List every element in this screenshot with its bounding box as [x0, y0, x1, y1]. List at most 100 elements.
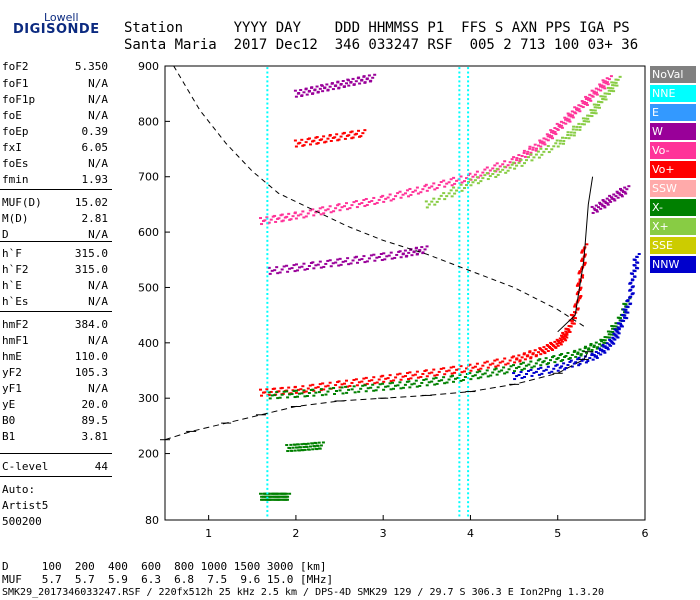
- echo-mark: [430, 380, 434, 383]
- echo-mark: [392, 387, 395, 390]
- echo-mark: [293, 449, 297, 452]
- nne-echo-mark: [458, 483, 461, 486]
- echo-mark: [427, 203, 431, 206]
- nne-echo-mark: [266, 106, 269, 109]
- echo-mark: [375, 381, 379, 384]
- echo-mark: [394, 376, 398, 379]
- echo-mark: [599, 89, 603, 92]
- echo-mark: [576, 292, 580, 294]
- echo-mark: [617, 328, 621, 331]
- echo-mark: [361, 132, 365, 135]
- echo-mark: [615, 330, 619, 333]
- echo-mark: [323, 86, 327, 89]
- echo-mark: [555, 358, 559, 361]
- echo-mark: [336, 258, 340, 261]
- echo-mark: [595, 103, 598, 106]
- echo-mark: [488, 363, 492, 366]
- echo-mark: [594, 341, 598, 344]
- echo-mark: [522, 367, 526, 370]
- nne-echo-mark: [458, 120, 461, 123]
- param-muf-d-: MUF(D) 15.02: [2, 196, 108, 210]
- nne-echo-mark: [467, 434, 470, 437]
- nne-echo-mark: [467, 204, 470, 207]
- nne-echo-mark: [266, 293, 269, 295]
- echo-mark: [599, 338, 603, 341]
- echo-mark: [315, 136, 319, 139]
- param-value: 105.3: [74, 366, 108, 379]
- echo-mark: [433, 374, 437, 377]
- echo-mark: [536, 359, 540, 362]
- echo-mark: [569, 359, 573, 362]
- echo-mark: [317, 447, 321, 450]
- nne-echo-mark: [467, 381, 470, 384]
- echo-mark: [373, 382, 377, 385]
- echo-mark: [317, 441, 321, 444]
- echo-mark: [341, 260, 345, 263]
- nne-echo-mark: [458, 239, 461, 242]
- echo-mark: [343, 205, 346, 208]
- echo-mark: [294, 391, 298, 394]
- nne-echo-mark: [458, 443, 461, 446]
- echo-mark: [625, 317, 629, 320]
- echo-mark: [260, 223, 263, 226]
- param-label: h`E: [2, 279, 22, 292]
- echo-mark: [328, 381, 332, 384]
- echo-mark: [377, 198, 381, 201]
- nne-echo-mark: [458, 297, 461, 300]
- echo-mark: [389, 251, 393, 254]
- echo-mark: [331, 262, 335, 265]
- echo-mark: [388, 374, 392, 377]
- echo-mark: [424, 183, 428, 186]
- echo-mark: [328, 205, 332, 208]
- echo-mark: [577, 272, 581, 275]
- echo-mark: [518, 160, 522, 163]
- echo-mark: [530, 374, 534, 377]
- echo-mark: [495, 167, 499, 170]
- nne-echo-mark: [458, 173, 461, 176]
- echo-mark: [525, 159, 528, 162]
- echo-mark: [432, 377, 436, 380]
- echo-mark: [505, 371, 509, 374]
- echo-mark: [606, 330, 610, 333]
- echo-mark: [549, 341, 553, 344]
- echo-mark: [624, 192, 628, 195]
- echo-mark: [319, 444, 323, 447]
- echo-mark: [380, 259, 384, 262]
- echo-mark: [601, 199, 605, 202]
- echo-mark: [520, 164, 524, 167]
- nne-echo-mark: [458, 164, 461, 167]
- echo-mark: [551, 130, 555, 133]
- nne-echo-mark: [458, 261, 461, 264]
- echo-mark: [435, 200, 439, 203]
- echo-mark: [479, 367, 483, 370]
- nne-echo-mark: [467, 133, 470, 136]
- echo-mark: [605, 342, 609, 345]
- echo-mark: [476, 368, 480, 371]
- nne-echo-mark: [458, 425, 461, 428]
- echo-mark: [518, 359, 522, 362]
- echo-mark: [370, 199, 374, 202]
- echo-mark: [564, 339, 568, 342]
- echo-mark: [557, 342, 561, 345]
- echo-mark: [555, 122, 559, 125]
- echo-mark: [427, 186, 431, 189]
- echo-mark: [610, 81, 614, 84]
- echo-mark: [579, 354, 583, 357]
- nne-echo-mark: [266, 67, 269, 70]
- echo-mark: [578, 110, 582, 113]
- echo-mark: [583, 253, 587, 256]
- nne-echo-mark: [458, 430, 461, 433]
- echo-mark: [599, 353, 603, 356]
- echo-mark: [633, 264, 637, 267]
- echo-mark: [532, 156, 536, 159]
- echo-mark: [322, 388, 326, 391]
- echo-mark: [600, 340, 604, 343]
- echo-mark: [581, 102, 585, 105]
- echo-mark: [425, 189, 429, 192]
- echo-mark: [371, 76, 375, 79]
- echo-mark: [337, 264, 341, 267]
- echo-mark: [290, 393, 294, 396]
- echo-mark: [519, 371, 523, 374]
- echo-mark: [360, 380, 364, 383]
- param-value: N/A: [88, 109, 108, 122]
